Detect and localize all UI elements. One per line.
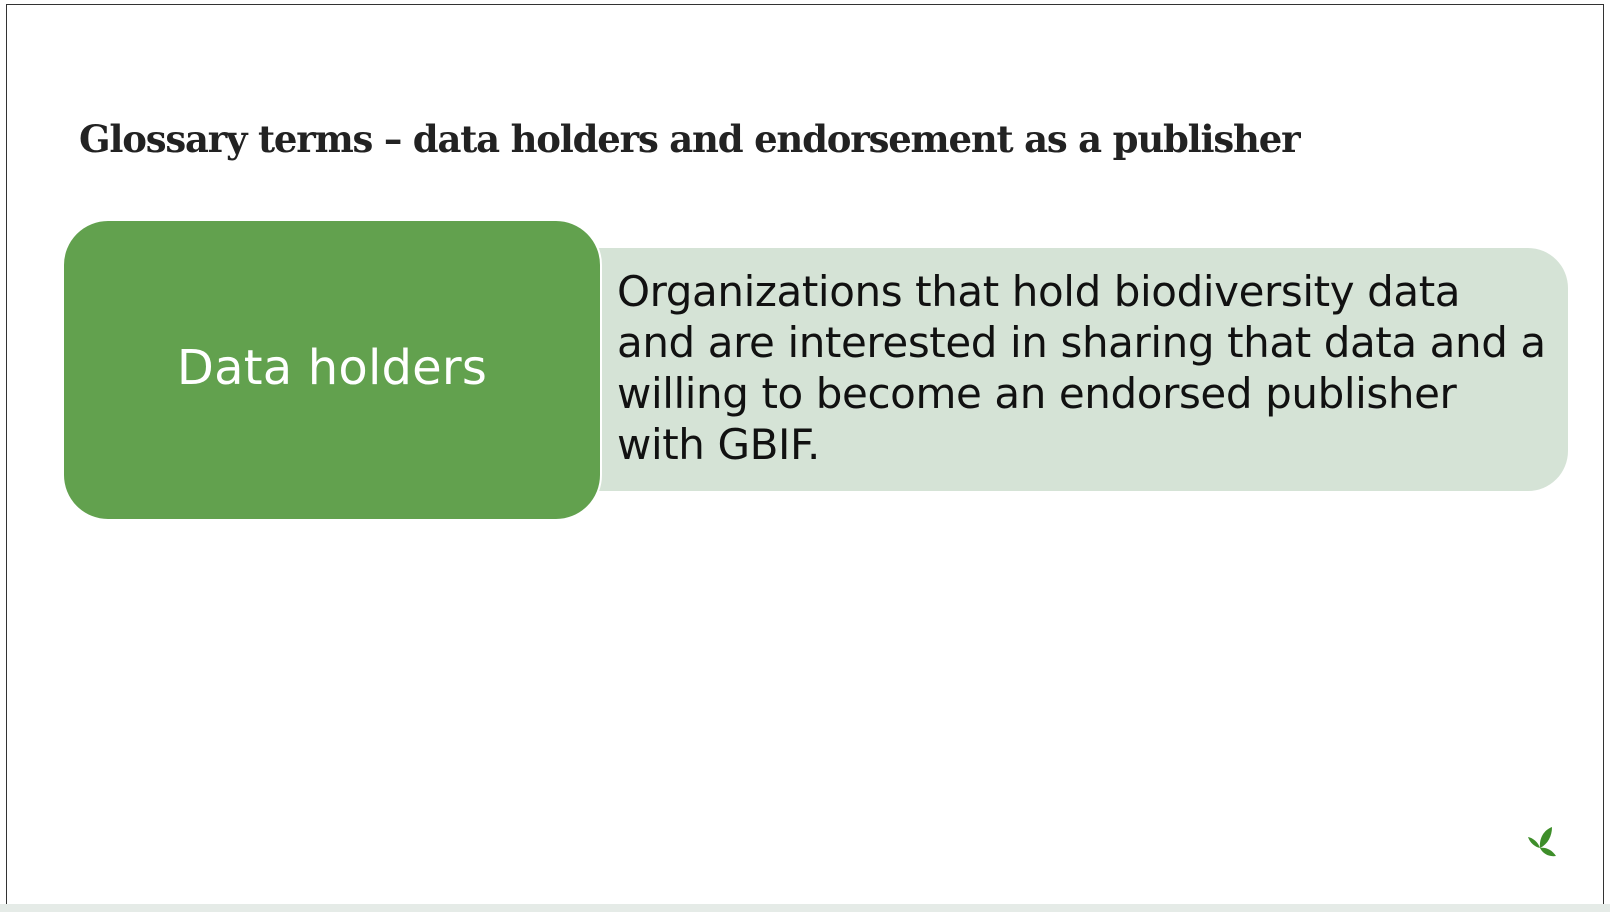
term-box: Data holders	[62, 219, 602, 521]
definition-box: Organizations that hold biodiversity dat…	[547, 248, 1568, 491]
definition-text: Organizations that hold biodiversity dat…	[617, 267, 1546, 469]
bottom-strip	[0, 904, 1610, 912]
slide: Glossary terms – data holders and endors…	[6, 4, 1604, 904]
slide-title: Glossary terms – data holders and endors…	[79, 117, 1301, 161]
gbif-leaf-icon	[1528, 827, 1556, 857]
term-text: Data holders	[176, 340, 488, 396]
